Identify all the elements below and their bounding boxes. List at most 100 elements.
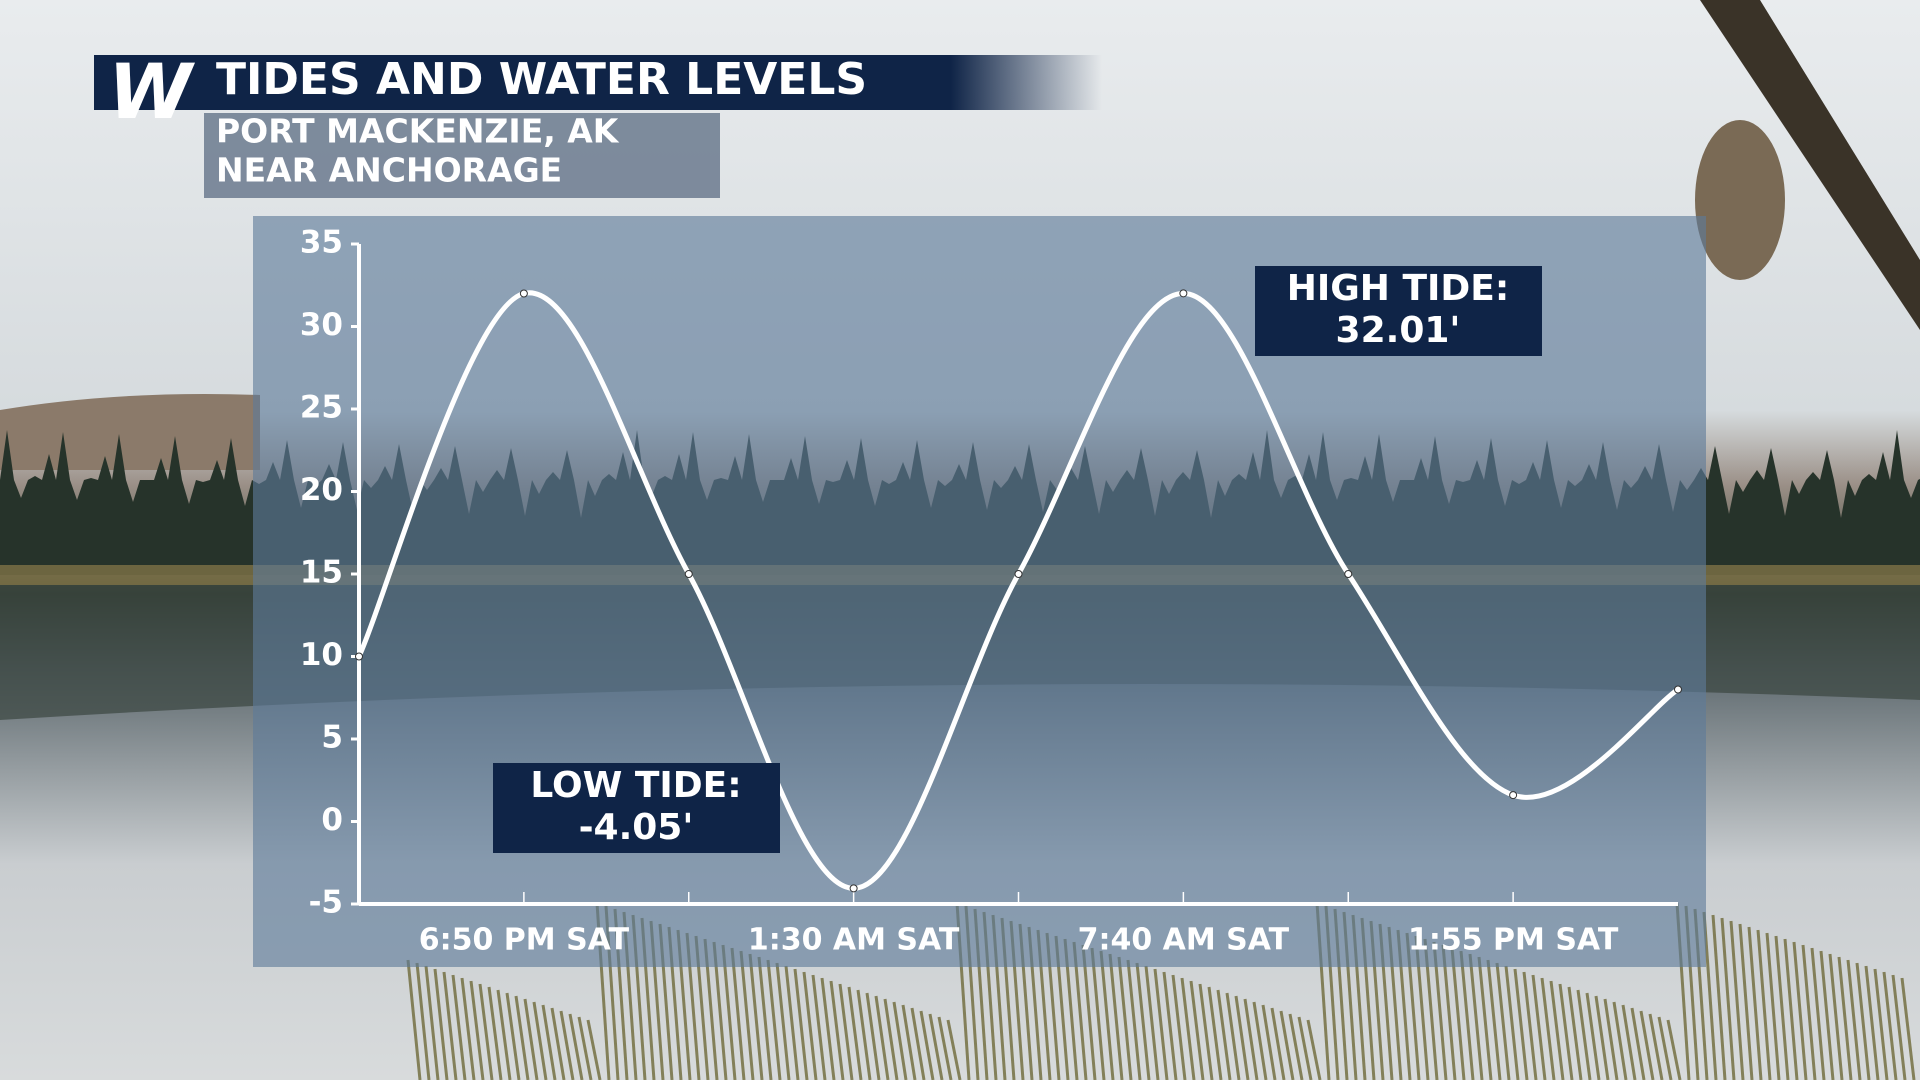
grass-blade xyxy=(1504,965,1520,1080)
grass-blade xyxy=(1441,944,1457,1080)
grass-blade xyxy=(856,989,872,1080)
trunk xyxy=(1700,0,1920,330)
y-tick-label: 15 xyxy=(300,555,343,591)
grass-blade xyxy=(1468,953,1484,1080)
grass-blade xyxy=(478,983,494,1080)
grass-blade xyxy=(568,1013,584,1080)
subtitle-box xyxy=(204,113,720,198)
point xyxy=(1344,570,1353,578)
x-tick-label: 1:30 AM SAT xyxy=(748,923,960,958)
annotation-text: -4.05' xyxy=(579,807,694,848)
grass-blade xyxy=(496,989,512,1080)
grass-blade xyxy=(1855,962,1871,1080)
grass-blade xyxy=(1756,929,1772,1080)
grass-blade xyxy=(487,986,503,1080)
grass-blade xyxy=(1720,917,1736,1080)
grass-blade xyxy=(1135,962,1151,1080)
annotation-box xyxy=(493,763,780,853)
grass-blade xyxy=(1306,1019,1322,1080)
grass-blade xyxy=(820,977,836,1080)
grass-blade xyxy=(415,962,431,1080)
grass-blade xyxy=(910,1007,926,1080)
grass-blade xyxy=(442,971,458,1080)
grass-blade xyxy=(1747,926,1763,1080)
grass-blade xyxy=(1270,1007,1286,1080)
grass-blade xyxy=(1108,953,1124,1080)
grass-blade xyxy=(1288,1013,1304,1080)
grass-blade xyxy=(460,977,476,1080)
point xyxy=(849,884,858,893)
grass-blade xyxy=(1243,998,1259,1080)
grass-blade xyxy=(1162,971,1178,1080)
grass-blade xyxy=(1153,968,1169,1080)
grass-blade xyxy=(874,995,890,1080)
grass-blade xyxy=(919,1010,935,1080)
x-tick-label: 7:40 AM SAT xyxy=(1078,923,1290,958)
grass-blade xyxy=(541,1004,557,1080)
grass-blade xyxy=(1531,974,1547,1080)
point xyxy=(1014,570,1023,578)
grass-blade xyxy=(532,1001,548,1080)
grass-blade xyxy=(505,992,521,1080)
grass-blade xyxy=(739,950,755,1080)
grass-blade xyxy=(937,1016,953,1080)
grass-blade xyxy=(1477,956,1493,1080)
grass-blade xyxy=(1774,935,1790,1080)
grass-blade xyxy=(1828,953,1844,1080)
grass-blade xyxy=(1891,974,1907,1080)
grass-blade xyxy=(766,959,782,1080)
grass-blade xyxy=(1522,971,1538,1080)
plot: -5 0 5 10 15 20 25 30 35 6:50 PM SAT 1:30 AM SAT 7:… xyxy=(300,225,1682,958)
grass-blade xyxy=(1117,956,1133,1080)
grass-blade xyxy=(1846,959,1862,1080)
x-tick-label: 6:50 PM SAT xyxy=(419,923,630,958)
grass-blade xyxy=(802,971,818,1080)
grass-blade xyxy=(559,1010,575,1080)
y-tick-label: 5 xyxy=(321,720,343,756)
grass-blade xyxy=(1081,944,1097,1080)
grass-blade xyxy=(1873,968,1889,1080)
point xyxy=(684,570,693,578)
y-tick-label: 25 xyxy=(300,390,343,426)
grass-blade xyxy=(1837,956,1853,1080)
grass-blade xyxy=(730,947,746,1080)
chart-title: TIDES AND WATER LEVELS xyxy=(216,54,867,105)
grass-blade xyxy=(1486,959,1502,1080)
grass-blade xyxy=(523,998,539,1080)
grass-blade xyxy=(1729,920,1745,1080)
stump xyxy=(1695,120,1785,280)
grass-blade xyxy=(1666,1019,1682,1080)
grass-blade xyxy=(1864,965,1880,1080)
grass-blade xyxy=(1279,1010,1295,1080)
annotation-text: 32.01' xyxy=(1336,310,1461,351)
annotation-text: HIGH TIDE: xyxy=(1287,268,1510,309)
grass-blade xyxy=(1612,1001,1628,1080)
y-tick-label: 35 xyxy=(300,225,343,261)
grass-blade xyxy=(1144,965,1160,1080)
grass-blade xyxy=(1450,947,1466,1080)
grass-blade xyxy=(1576,989,1592,1080)
annotation-text: LOW TIDE: xyxy=(530,765,741,806)
grass-blade xyxy=(1216,989,1232,1080)
title-bar xyxy=(94,55,1102,110)
grass-blade xyxy=(775,962,791,1080)
grass-blade xyxy=(1657,1016,1673,1080)
grass-blade xyxy=(406,959,422,1080)
y-tick-label: 0 xyxy=(321,802,343,838)
grass-blade xyxy=(1738,923,1754,1080)
grass-blade xyxy=(1603,998,1619,1080)
grass-blade xyxy=(451,974,467,1080)
grass-blade xyxy=(1261,1004,1277,1080)
grass-blade xyxy=(811,974,827,1080)
grass-blade xyxy=(1297,1016,1313,1080)
logo: W xyxy=(108,47,195,136)
grass-blade xyxy=(469,980,485,1080)
grass-blade xyxy=(433,968,449,1080)
grass-blade xyxy=(1783,938,1799,1080)
grass-blade xyxy=(424,965,440,1080)
grass-blade xyxy=(1630,1007,1646,1080)
grass-blade xyxy=(838,983,854,1080)
grass-blade xyxy=(1225,992,1241,1080)
